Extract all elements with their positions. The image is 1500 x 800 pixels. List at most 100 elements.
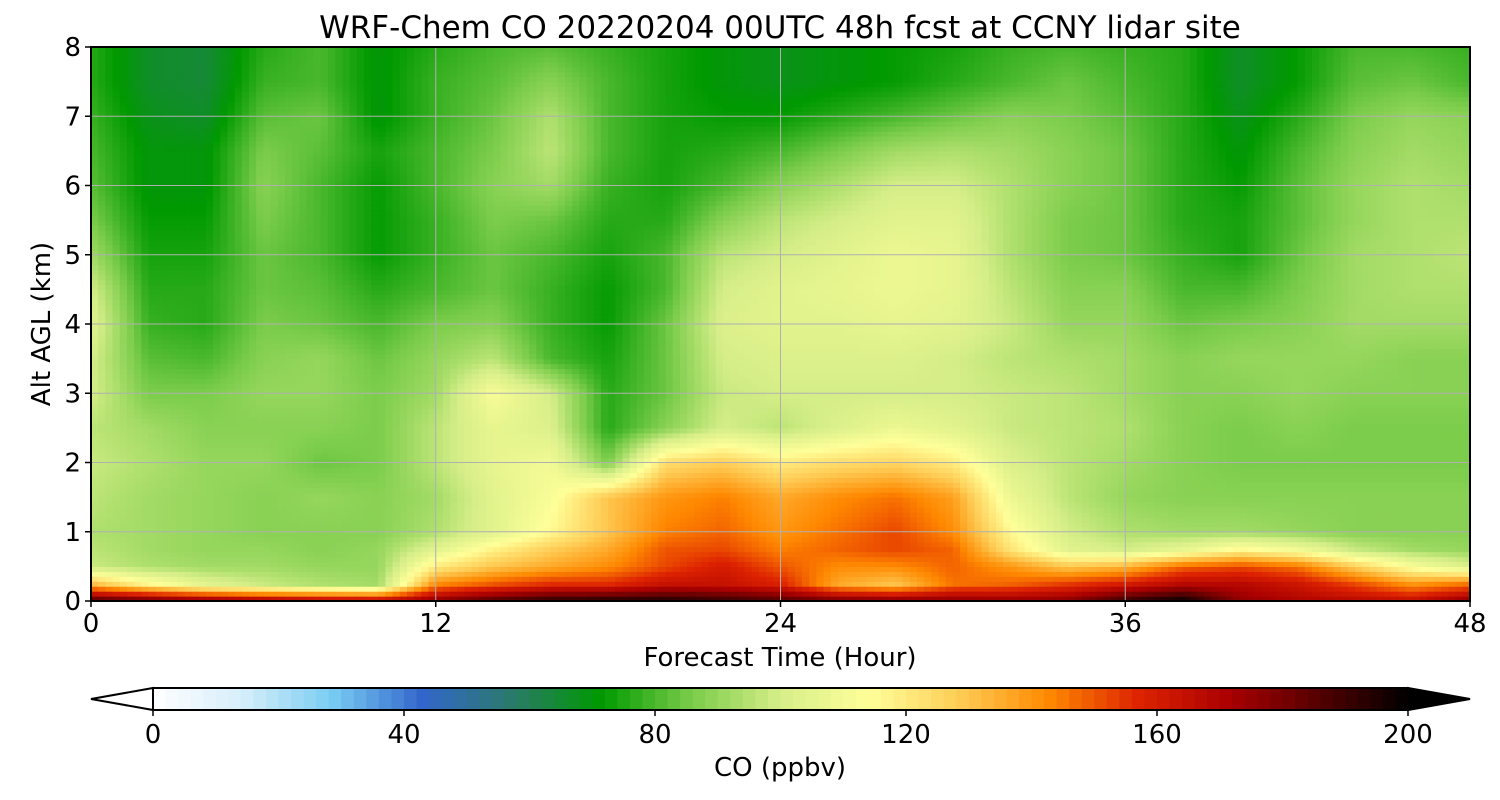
heatmap-cell: [126, 140, 135, 147]
heatmap-cell: [277, 136, 286, 142]
heatmap-cell: [270, 393, 279, 399]
heatmap-cell: [191, 106, 200, 112]
heatmap-cell: [313, 467, 322, 473]
heatmap-cell: [213, 249, 221, 256]
heatmap-cell: [198, 324, 207, 330]
heatmap-cell: [270, 521, 279, 528]
heatmap-cell: [328, 447, 336, 454]
heatmap-cell: [98, 175, 106, 182]
heatmap-cell: [299, 230, 308, 236]
heatmap-cell: [328, 358, 336, 365]
heatmap-cell: [148, 66, 157, 73]
heatmap-cell: [177, 249, 185, 256]
heatmap-cell: [392, 160, 401, 167]
heatmap-cell: [105, 393, 114, 399]
heatmap-cell: [320, 507, 329, 513]
heatmap-cell: [141, 145, 150, 152]
heatmap-cell: [220, 353, 229, 360]
heatmap-cell: [284, 427, 293, 434]
heatmap-cell: [177, 269, 185, 276]
heatmap-cell: [385, 437, 394, 444]
heatmap-cell: [378, 507, 387, 513]
heatmap-cell: [407, 571, 415, 577]
heatmap-cell: [363, 343, 372, 350]
heatmap-cell: [91, 230, 99, 236]
heatmap-cell: [306, 66, 315, 73]
heatmap-cell: [292, 126, 300, 132]
heatmap-cell: [270, 131, 279, 137]
heatmap-cell: [119, 131, 128, 137]
heatmap-cell: [263, 66, 272, 73]
heatmap-cell: [213, 254, 221, 261]
heatmap-cell: [249, 259, 257, 266]
heatmap-cell: [162, 111, 171, 117]
heatmap-cell: [141, 126, 150, 132]
heatmap-cell: [320, 581, 329, 587]
heatmap-cell: [342, 531, 351, 538]
heatmap-cell: [320, 47, 329, 53]
heatmap-cell: [198, 511, 207, 518]
heatmap-cell: [356, 190, 365, 196]
heatmap-cell: [91, 66, 99, 73]
heatmap-cell: [177, 160, 185, 167]
heatmap-cell: [349, 536, 358, 543]
heatmap-cell: [392, 309, 401, 315]
heatmap-cell: [155, 353, 164, 360]
heatmap-cell: [335, 526, 343, 533]
heatmap-cell: [112, 556, 121, 563]
heatmap-cell: [119, 388, 128, 394]
heatmap-cell: [141, 324, 150, 330]
heatmap-cell: [241, 566, 250, 572]
heatmap-cell: [320, 96, 329, 103]
heatmap-cell: [363, 150, 372, 157]
heatmap-cell: [292, 477, 300, 483]
heatmap-cell: [313, 581, 322, 587]
heatmap-cell: [378, 111, 387, 117]
heatmap-cell: [356, 230, 365, 236]
heatmap-cell: [277, 140, 286, 147]
heatmap-cell: [299, 314, 308, 320]
heatmap-cell: [220, 230, 229, 236]
heatmap-cell: [356, 234, 365, 241]
heatmap-cell: [356, 259, 365, 266]
heatmap-cell: [342, 76, 351, 83]
heatmap-cell: [328, 487, 336, 493]
heatmap-cell: [392, 324, 401, 330]
heatmap-cell: [371, 225, 379, 231]
heatmap-cell: [292, 230, 300, 236]
heatmap-cell: [313, 81, 322, 88]
heatmap-cell: [270, 348, 279, 355]
heatmap-cell: [191, 586, 200, 592]
heatmap-cell: [177, 165, 185, 172]
heatmap-cell: [91, 482, 99, 488]
heatmap-cell: [299, 264, 308, 271]
heatmap-cell: [306, 437, 315, 444]
heatmap-cell: [328, 180, 336, 187]
heatmap-cell: [112, 76, 121, 83]
heatmap-cell: [105, 299, 114, 305]
heatmap-cell: [205, 314, 214, 320]
heatmap-cell: [356, 220, 365, 226]
heatmap-cell: [270, 502, 279, 508]
heatmap-cell: [335, 393, 343, 399]
heatmap-cell: [399, 482, 408, 488]
heatmap-cell: [184, 145, 193, 152]
heatmap-cell: [277, 145, 286, 152]
heatmap-cell: [399, 230, 408, 236]
heatmap-cell: [112, 165, 121, 172]
heatmap-cell: [134, 422, 142, 429]
heatmap-cell: [292, 314, 300, 320]
heatmap-cell: [198, 116, 207, 122]
heatmap-cell: [98, 136, 106, 142]
heatmap-cell: [198, 477, 207, 483]
heatmap-cell: [342, 254, 351, 261]
heatmap-cell: [342, 96, 351, 103]
heatmap-cell: [277, 190, 286, 196]
heatmap-cell: [407, 511, 415, 518]
heatmap-cell: [256, 279, 264, 286]
heatmap-cell: [177, 536, 185, 543]
heatmap-cell: [407, 586, 415, 592]
heatmap-cell: [241, 304, 250, 310]
heatmap-cell: [249, 507, 257, 513]
heatmap-cell: [198, 309, 207, 315]
